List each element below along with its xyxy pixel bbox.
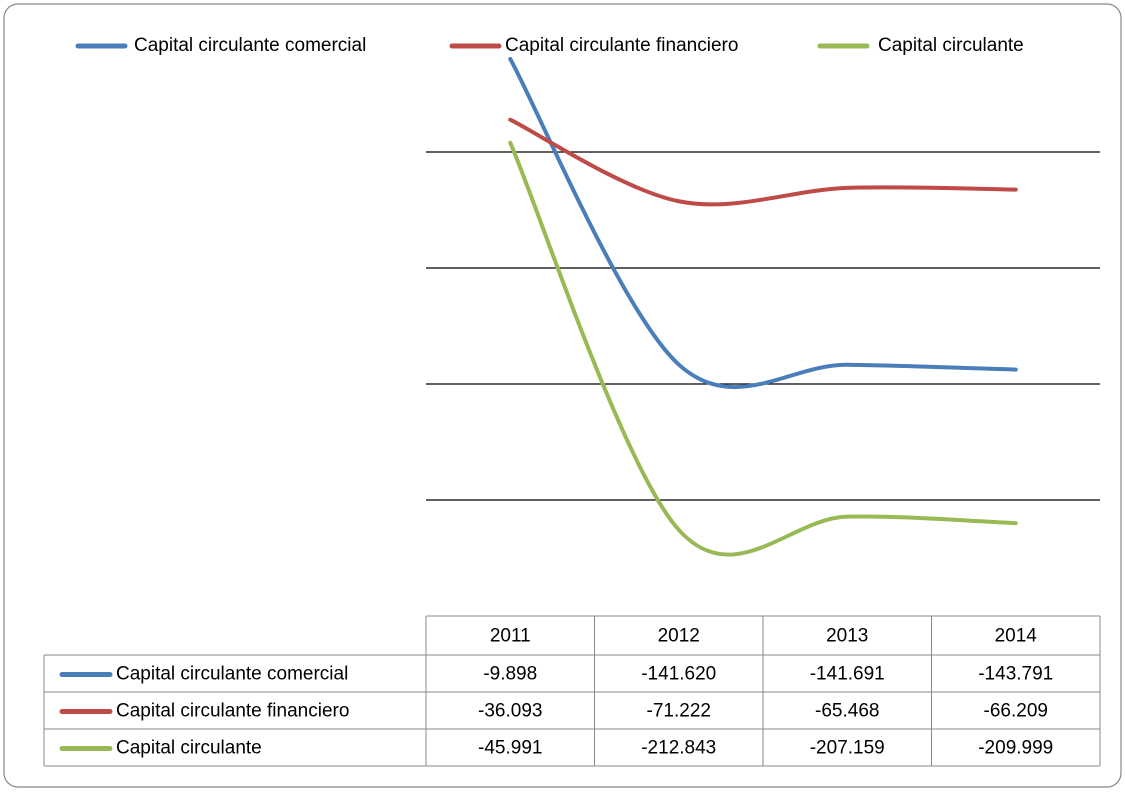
chart-frame [3,3,1122,788]
table-value: -141.691 [810,664,885,685]
x-tick-label: 2014 [995,626,1038,647]
table-value: -36.093 [478,701,542,722]
table-value: -71.222 [647,701,711,722]
series-line [508,117,1018,207]
table-row-label: Capital circulante financiero [116,701,349,722]
table-value: -141.620 [641,664,716,685]
legend-label: Capital circulante comercial [134,35,366,56]
table-value: -207.159 [810,738,885,759]
table-value: -66.209 [984,701,1048,722]
x-tick-label: 2011 [490,626,531,647]
series-line [508,140,1018,557]
table-value: -9.898 [483,664,537,685]
legend-label: Capital circulante financiero [505,35,738,56]
table-row-label: Capital circulante comercial [116,664,348,685]
legend-label: Capital circulante [878,35,1024,56]
x-tick-label: 2013 [826,626,868,647]
series-line [508,56,1018,390]
table-row-label: Capital circulante [116,738,262,759]
table-value: -212.843 [641,738,716,759]
table-value: -45.991 [478,738,542,759]
table-value: -143.791 [978,664,1053,685]
table-value: -65.468 [815,701,879,722]
x-tick-label: 2012 [658,626,700,647]
table-value: -209.999 [978,738,1053,759]
